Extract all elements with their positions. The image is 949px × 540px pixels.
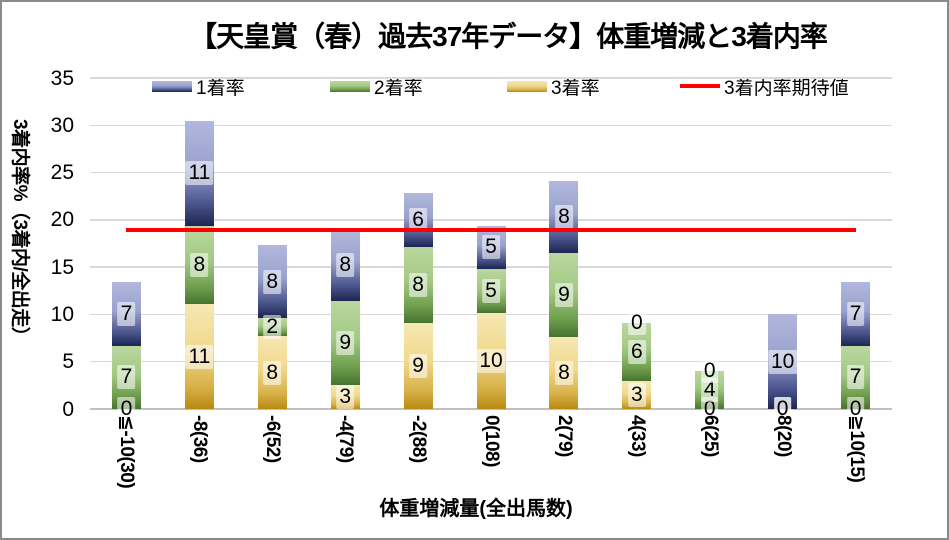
y-tick-label: 25 (50, 161, 74, 185)
bar-data-label: 8 (555, 205, 573, 230)
bar-data-label: 4 (700, 378, 719, 403)
bar-data-label: 7 (846, 301, 865, 326)
bar-data-label: 8 (263, 269, 282, 294)
bar-data-label: 9 (409, 353, 427, 378)
second-rate-swatch-icon (330, 80, 370, 92)
x-axis-title: 体重増減量(全出馬数) (379, 498, 573, 520)
legend-label: 1着率 (196, 77, 245, 99)
bar-data-label: 0 (117, 397, 136, 421)
y-tick-label: 15 (50, 255, 74, 279)
bar-data-label: 2 (263, 315, 282, 340)
y-tick-label: 20 (50, 208, 74, 232)
gridline (90, 171, 892, 174)
chart-title: 【天皇賞（春）過去37年データ】体重増減と3着内率 (189, 21, 828, 52)
bar-data-label: 9 (336, 331, 355, 356)
bar-data-label: 0 (846, 397, 865, 421)
x-tick-label: 6(25) (699, 415, 721, 457)
x-tick-label: -4(79) (335, 415, 357, 463)
legend-label: 3着率 (551, 77, 600, 99)
x-axis-line (90, 408, 892, 410)
bar-data-label: 0 (627, 310, 646, 335)
x-tick-label: 8(20) (772, 415, 794, 457)
first-rate-swatch-icon (152, 80, 192, 92)
bar-data-label: 11 (185, 161, 214, 186)
legend-item-third-rate: 3着率 (507, 73, 600, 99)
y-tick-label: 10 (50, 302, 74, 326)
bar-data-label: 8 (336, 253, 355, 278)
x-tick-label: 0(108) (481, 415, 502, 467)
legend-item-second-rate: 2着率 (330, 73, 423, 99)
bar-data-label: 7 (846, 365, 865, 390)
legend-label: 2着率 (374, 77, 423, 99)
gridline (90, 124, 892, 127)
bar-data-label: 0 (700, 359, 719, 384)
bar-data-label: 11 (185, 344, 214, 369)
gridline (90, 219, 892, 221)
third-rate-swatch-icon (507, 80, 547, 92)
bar-data-label: 6 (409, 208, 427, 233)
bar-data-label: 10 (767, 349, 798, 374)
legend-label: 3着内率期待値 (724, 77, 849, 99)
bar-data-label: 5 (482, 235, 500, 260)
bar-data-label: 0 (773, 397, 792, 421)
bar-data-label: 7 (117, 365, 136, 390)
bar-data-label: 8 (555, 361, 573, 386)
bar-data-label: 8 (190, 252, 209, 277)
y-tick-label: 35 (50, 66, 74, 90)
bar-data-label: 3 (627, 382, 646, 407)
expected-line-swatch-icon (680, 84, 720, 88)
x-tick-label: -2(88) (408, 415, 430, 463)
bar-data-label: 9 (555, 283, 573, 308)
bar-data-label: 0 (700, 397, 719, 421)
y-tick-label: 5 (62, 350, 74, 374)
bar-data-label: 5 (482, 278, 500, 303)
bar-data-label: 8 (263, 360, 282, 385)
y-tick-label: 0 (62, 397, 74, 421)
x-tick-label: 2(79) (553, 415, 575, 457)
x-tick-label: -6(52) (262, 415, 284, 463)
bar-data-label: 3 (336, 385, 355, 410)
legend-item-expected-line: 3着内率期待値 (680, 73, 849, 99)
x-tick-label: -8(36) (189, 415, 211, 463)
y-tick-label: 30 (50, 113, 74, 137)
x-tick-label: ≧10(15) (845, 415, 867, 483)
legend: 1着率 2着率 3着率 3着内率期待値 (2, 73, 947, 99)
bar-data-label: 8 (409, 273, 427, 298)
bar-data-label: 7 (117, 301, 136, 326)
expected-value-line (126, 228, 856, 233)
legend-item-first-rate: 1着率 (152, 73, 245, 99)
x-tick-label: 4(33) (626, 415, 648, 457)
bar-data-label: 10 (476, 348, 506, 373)
gridline (90, 77, 892, 79)
bar-data-label: 6 (627, 339, 646, 364)
x-tick-label: ≦-10(30) (116, 415, 138, 489)
